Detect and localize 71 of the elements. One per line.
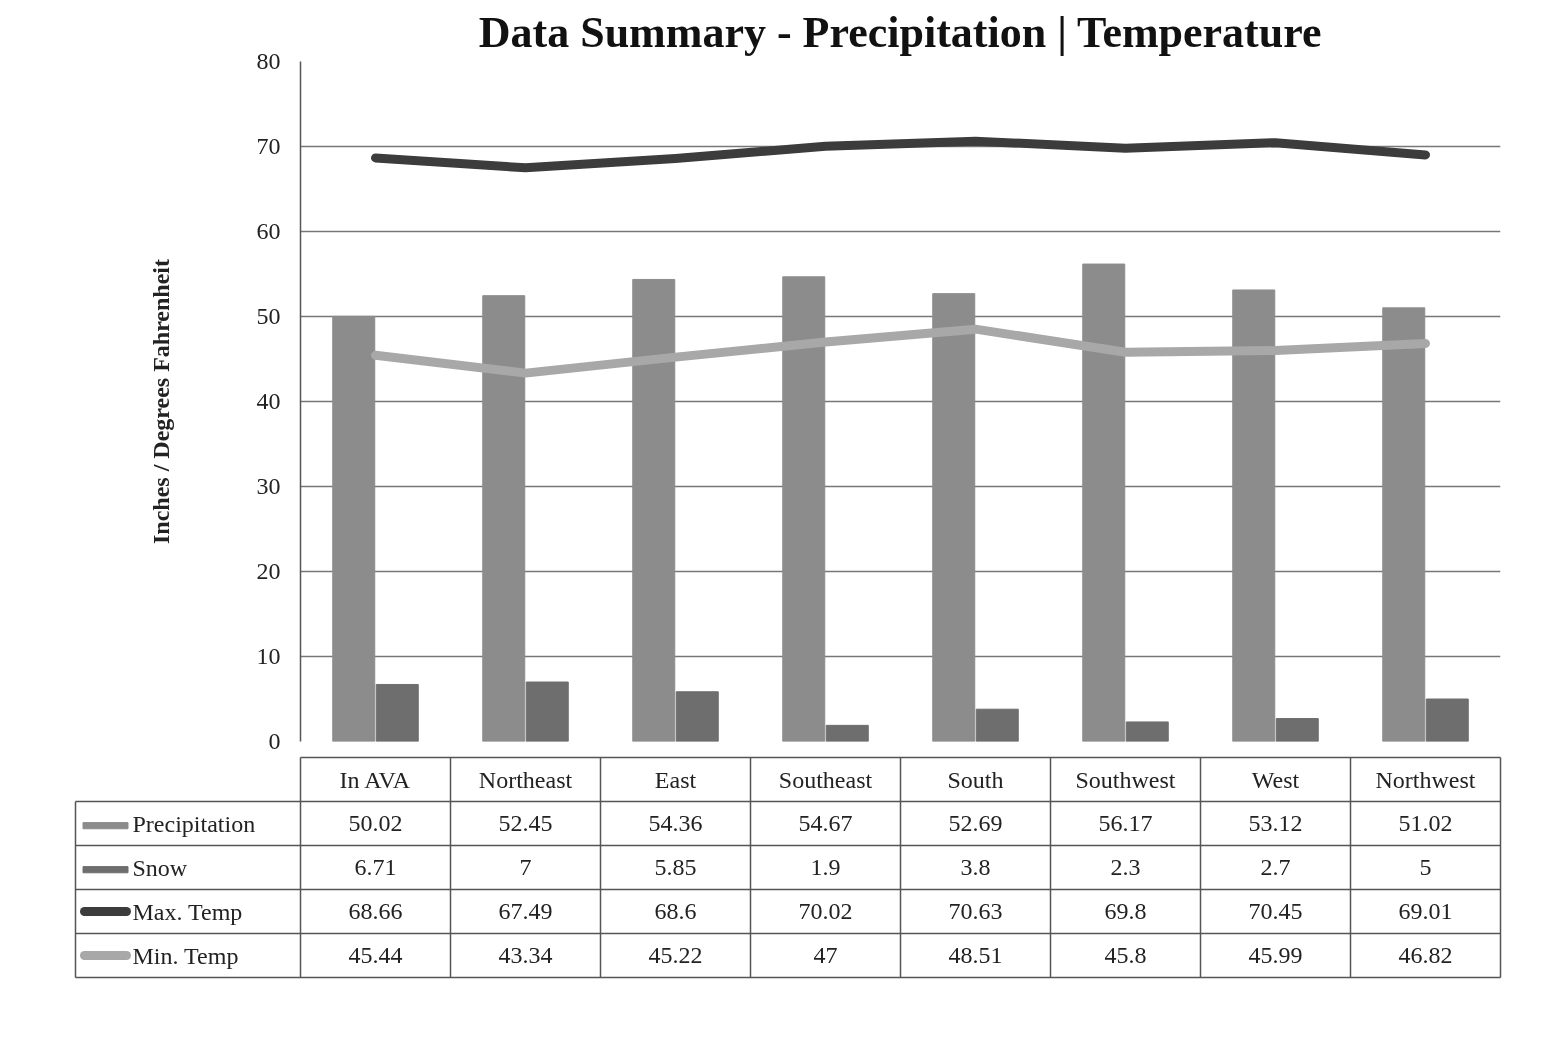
- x-tick-label: Southwest: [1075, 766, 1176, 793]
- data-label: 45.8: [1104, 942, 1147, 968]
- data-label: 1.9: [810, 854, 841, 880]
- bar: [632, 278, 676, 742]
- bar: [1082, 263, 1126, 742]
- data-label: 56.17: [1098, 810, 1153, 836]
- x-tick-label: Northwest: [1375, 766, 1476, 793]
- bar: [1232, 289, 1276, 742]
- legend-label: Min. Temp: [132, 942, 239, 969]
- data-label: 50.02: [348, 810, 403, 836]
- data-label: 70.02: [798, 898, 853, 924]
- y-tick-label: 10: [256, 643, 281, 669]
- data-label: 69.01: [1398, 898, 1453, 924]
- bar: [482, 295, 526, 742]
- y-axis-title: Inches / Degrees Fahrenheit: [147, 258, 174, 545]
- data-label: 68.6: [654, 898, 697, 924]
- data-label: 2.3: [1110, 854, 1141, 880]
- data-label: 54.36: [648, 810, 703, 836]
- data-label: 51.02: [1398, 810, 1453, 836]
- bar: [932, 293, 976, 742]
- bar: [525, 681, 569, 742]
- data-label: 7: [519, 854, 532, 880]
- bar: [332, 315, 376, 742]
- data-label: 54.67: [798, 810, 853, 836]
- data-label: 45.99: [1248, 942, 1303, 968]
- data-label: 3.8: [960, 854, 991, 880]
- legend-label: Max. Temp: [132, 898, 243, 925]
- data-label: 67.49: [498, 898, 553, 924]
- bar: [975, 708, 1019, 742]
- y-tick-label: 30: [256, 473, 281, 499]
- data-label: 47: [813, 942, 838, 968]
- data-label: 5: [1419, 854, 1432, 880]
- bar: [825, 724, 869, 742]
- y-tick-label: 70: [256, 133, 281, 159]
- data-label: 70.45: [1248, 898, 1303, 924]
- x-tick-label: Northeast: [478, 766, 573, 793]
- data-label: 46.82: [1398, 942, 1453, 968]
- legend-label: Precipitation: [132, 810, 256, 837]
- x-tick-label: East: [654, 766, 697, 793]
- y-tick-label: 20: [256, 558, 281, 584]
- y-tick-label: 40: [256, 388, 281, 414]
- data-label: 6.71: [354, 854, 397, 880]
- legend-label: Snow: [132, 854, 188, 881]
- data-label: 53.12: [1248, 810, 1303, 836]
- x-tick-label: In AVA: [339, 766, 411, 793]
- bar: [1125, 721, 1169, 742]
- x-tick-label: Southeast: [778, 766, 873, 793]
- data-label: 70.63: [948, 898, 1003, 924]
- data-label: 43.34: [498, 942, 553, 968]
- bar: [782, 276, 826, 742]
- data-label: 5.85: [654, 854, 697, 880]
- bar: [375, 683, 419, 742]
- bar: [1425, 698, 1469, 742]
- y-tick-label: 60: [256, 218, 281, 244]
- x-tick-label: South: [947, 766, 1004, 793]
- data-label: 48.51: [948, 942, 1003, 968]
- data-label: 52.69: [948, 810, 1003, 836]
- chart-title: Data Summary - Precipitation | Temperature: [478, 7, 1322, 57]
- x-tick-label: West: [1251, 766, 1300, 793]
- bar: [1275, 718, 1319, 742]
- bar: [675, 691, 719, 742]
- data-label: 68.66: [348, 898, 403, 924]
- y-tick-label: 0: [268, 728, 281, 754]
- data-label: 2.7: [1260, 854, 1291, 880]
- data-label: 69.8: [1104, 898, 1147, 924]
- y-tick-label: 80: [256, 48, 281, 74]
- y-tick-label: 50: [256, 303, 281, 329]
- data-label: 52.45: [498, 810, 553, 836]
- data-label: 45.44: [348, 942, 403, 968]
- data-label: 45.22: [648, 942, 703, 968]
- bar: [1382, 307, 1426, 742]
